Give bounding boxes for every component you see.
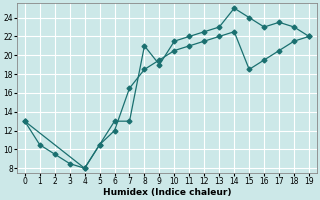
X-axis label: Humidex (Indice chaleur): Humidex (Indice chaleur) (103, 188, 231, 197)
